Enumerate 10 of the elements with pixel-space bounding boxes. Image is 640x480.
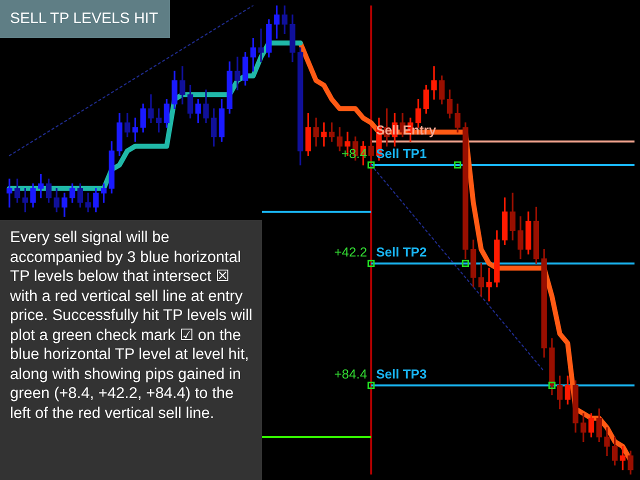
candlestick xyxy=(321,122,327,147)
annotation: +84.4 xyxy=(334,366,368,382)
candlestick xyxy=(6,178,12,208)
ref-line-label: Sell TP2 xyxy=(376,244,427,260)
chart-title: SELL TP LEVELS HIT xyxy=(0,0,170,38)
candlestick xyxy=(258,28,264,62)
ref-line-label: Sell TP3 xyxy=(376,366,427,382)
annotation: +42.2 xyxy=(334,244,368,260)
text: Every sell signal will be accompanied by 3 blue horizontal TP levels below that intersect ☒ with a red vertical sell line at entry price. Successfully hit TP levels will plot a green check mark ☑ on the blue horizontal TP level at level hit, along with showing pips gained in green (+8.4, +42.2, +84.4) to the left of the red vertical sell line. xyxy=(10,229,252,422)
candlestick xyxy=(486,268,492,302)
